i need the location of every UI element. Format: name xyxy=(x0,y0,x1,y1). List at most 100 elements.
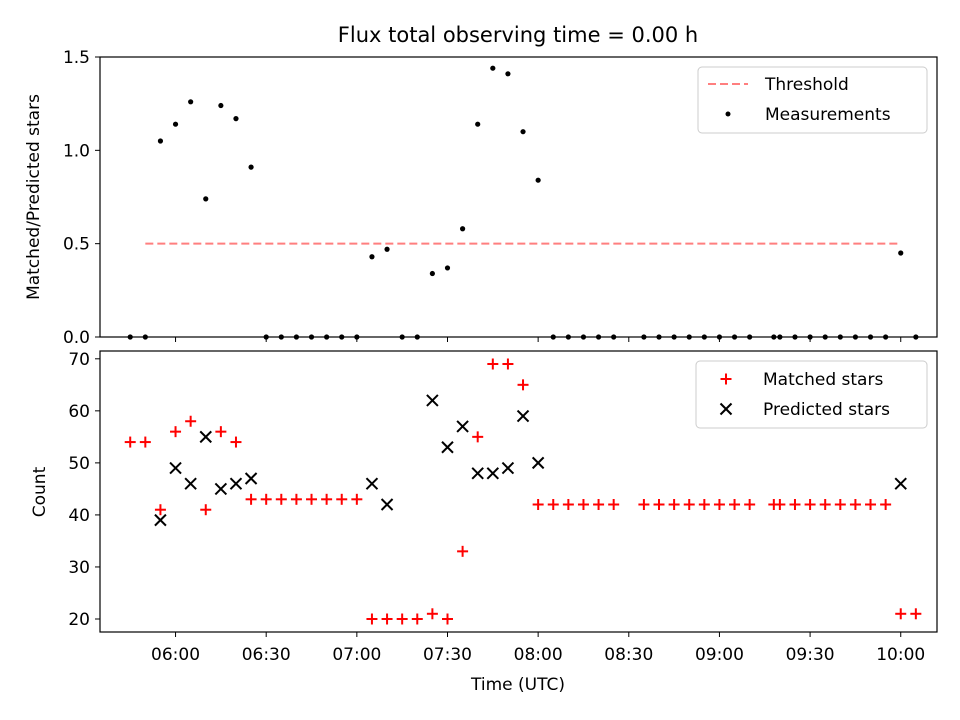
x-tick-label: 06:00 xyxy=(151,645,200,665)
measurements-legend-label: Measurements xyxy=(765,105,891,125)
top-legend: Threshold Measurements xyxy=(697,66,928,134)
predicted-star-point xyxy=(516,409,530,423)
y-tick-label: 60 xyxy=(68,402,90,422)
x-tick-label: 06:30 xyxy=(242,645,291,665)
matched-star-point xyxy=(577,499,589,511)
measurement-point xyxy=(520,129,526,135)
matched-star-point xyxy=(472,431,484,443)
measurement-point xyxy=(218,102,224,109)
matched-star-point xyxy=(351,493,363,505)
measurement-point xyxy=(505,71,511,77)
predicted-star-point xyxy=(199,430,212,444)
predicted-star-point xyxy=(380,498,394,511)
predicted-star-point xyxy=(486,467,500,480)
threshold-legend-label: Threshold xyxy=(764,75,849,95)
y-tick-label: 40 xyxy=(68,506,90,526)
predicted-legend-swatch xyxy=(719,402,733,416)
matched-star-point xyxy=(865,499,877,511)
matched-star-point xyxy=(487,358,499,370)
cross-stroke xyxy=(214,482,228,496)
matched-star-point xyxy=(290,493,302,505)
measurement-point xyxy=(535,177,541,183)
matched-star-point xyxy=(638,499,650,511)
matched-star-point xyxy=(910,608,922,620)
matched-star-point xyxy=(185,415,197,427)
predicted-star-point xyxy=(426,394,439,407)
predicted-star-point xyxy=(229,477,243,490)
matched-star-point xyxy=(698,499,710,511)
predicted-star-point xyxy=(894,477,907,490)
matched-legend-marker xyxy=(720,373,732,385)
cross-stroke xyxy=(154,513,167,527)
matched-star-point xyxy=(154,504,166,516)
matched-star-point xyxy=(653,499,665,511)
top-plot-frame xyxy=(99,56,938,338)
measurement-point xyxy=(233,116,239,122)
bottom-panel: 20 30 40 50 60 70 06:00 06:30 07:00 07:30 08:00 08… xyxy=(30,350,938,695)
cross-stroke xyxy=(456,420,469,433)
matched-star-point xyxy=(668,499,680,511)
predicted-star-point xyxy=(456,420,469,433)
top-x-ticks xyxy=(175,337,902,342)
predicted-star-point xyxy=(184,477,197,490)
measurement-point xyxy=(475,121,481,127)
matched-star-point xyxy=(593,499,605,511)
matched-star-point xyxy=(804,499,816,511)
predicted-star-point xyxy=(441,441,454,454)
matched-star-point xyxy=(306,493,318,505)
matched-star-point xyxy=(547,499,559,511)
matched-star-point xyxy=(502,358,514,370)
cross-stroke xyxy=(894,477,907,490)
predicted-star-point xyxy=(244,472,258,485)
matched-star-point xyxy=(713,499,725,511)
y-tick-label: 70 xyxy=(68,350,90,370)
matched-star-point xyxy=(381,613,393,625)
cross-stroke xyxy=(441,441,454,454)
top-y-axis-label: Matched/Predicted stars xyxy=(24,94,44,300)
x-tick-label: 09:30 xyxy=(786,645,835,665)
matched-star-point xyxy=(321,493,333,505)
cross-stroke xyxy=(471,467,484,480)
cross-stroke xyxy=(199,430,212,444)
matched-star-point xyxy=(124,436,136,448)
cross-stroke xyxy=(516,409,530,423)
matched-star-point xyxy=(789,499,801,511)
top-legend-box xyxy=(697,66,928,134)
bottom-y-axis-label: Count xyxy=(30,466,50,517)
bottom-y-ticks: 20 30 40 50 60 70 xyxy=(68,350,100,630)
top-y-ticks: 0.0 0.5 1.0 1.5 xyxy=(63,48,100,348)
matched-star-point xyxy=(139,436,151,448)
matched-star-point xyxy=(608,499,620,511)
cross-stroke xyxy=(244,472,258,485)
matched-star-point xyxy=(834,499,846,511)
measurement-point xyxy=(172,121,179,127)
matched-star-point xyxy=(245,493,257,505)
predicted-legend-label: Predicted stars xyxy=(763,400,890,420)
matched-star-point xyxy=(744,499,756,511)
matched-star-point xyxy=(532,499,544,511)
predicted-star-point xyxy=(471,467,484,480)
x-axis-label: Time (UTC) xyxy=(470,675,565,695)
matched-star-point xyxy=(517,379,529,391)
y-tick-label: 1.5 xyxy=(63,48,90,68)
matched-star-point xyxy=(819,499,831,511)
matched-star-point xyxy=(275,493,287,505)
measurements-legend-swatch xyxy=(725,111,731,117)
matched-legend-swatch xyxy=(720,373,732,385)
cross-stroke xyxy=(229,477,243,490)
measurement-point xyxy=(490,65,496,71)
predicted-star-point xyxy=(531,456,545,470)
matched-star-point xyxy=(366,613,378,625)
matched-star-point xyxy=(457,545,469,557)
bottom-legend: Matched stars Predicted stars xyxy=(695,360,928,429)
matched-star-point xyxy=(683,499,695,511)
measurement-point xyxy=(369,254,375,260)
x-tick-label: 07:30 xyxy=(423,645,472,665)
matched-star-point xyxy=(215,426,227,438)
top-panel: 0.0 0.5 1.0 1.5 Matched/Predicted stars Thr… xyxy=(24,48,938,348)
matched-star-point xyxy=(774,499,786,511)
measurement-point xyxy=(157,138,164,144)
predicted-star-point xyxy=(154,513,167,527)
matched-star-point xyxy=(895,608,907,620)
